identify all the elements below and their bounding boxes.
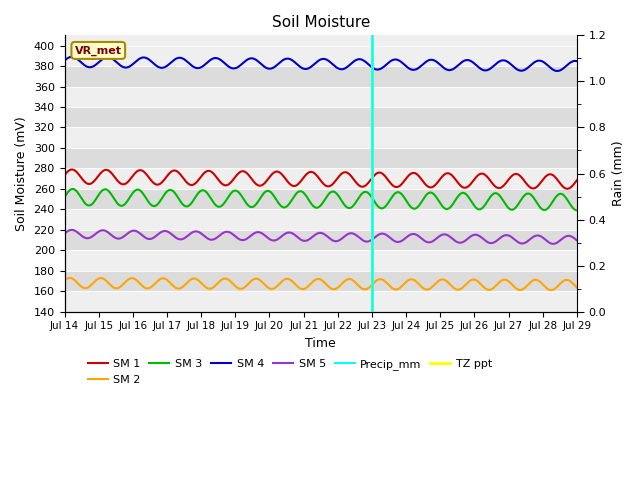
SM 1 — [564, 186, 572, 192]
Bar — [65, 66, 577, 86]
SM 4 — [310, 61, 317, 67]
Bar — [65, 107, 577, 128]
SM 3 — [69, 186, 77, 192]
SM 2 — [66, 275, 74, 281]
Y-axis label: Rain (mm): Rain (mm) — [612, 141, 625, 206]
SM 1 — [559, 183, 566, 189]
SM 5 — [549, 241, 557, 247]
SM 1 — [558, 183, 566, 189]
Bar — [65, 148, 577, 168]
SM 5 — [573, 238, 580, 243]
SM 4 — [296, 64, 304, 70]
SM 2 — [61, 278, 68, 284]
SM 3 — [573, 207, 580, 213]
SM 1 — [87, 180, 95, 186]
SM 4 — [465, 57, 472, 63]
Bar — [65, 291, 577, 312]
SM 4 — [559, 66, 566, 72]
SM 2 — [559, 279, 566, 285]
Bar — [65, 209, 577, 230]
Line: SM 1: SM 1 — [65, 169, 577, 189]
SM 3 — [465, 194, 472, 200]
Bar — [65, 230, 577, 250]
Title: Soil Moisture: Soil Moisture — [271, 15, 370, 30]
Bar — [65, 86, 577, 107]
Text: VR_met: VR_met — [75, 45, 122, 56]
SM 3 — [559, 192, 566, 197]
SM 5 — [465, 235, 472, 241]
SM 1 — [310, 170, 317, 176]
SM 3 — [61, 194, 68, 200]
Line: SM 3: SM 3 — [65, 189, 577, 210]
Bar — [65, 128, 577, 148]
X-axis label: Time: Time — [305, 337, 336, 350]
Line: SM 2: SM 2 — [65, 278, 577, 290]
SM 5 — [87, 234, 95, 240]
SM 3 — [310, 204, 317, 209]
SM 1 — [61, 172, 68, 178]
SM 2 — [87, 282, 95, 288]
SM 5 — [61, 230, 68, 236]
SM 5 — [68, 227, 76, 233]
SM 5 — [559, 236, 566, 241]
SM 4 — [68, 54, 76, 60]
SM 3 — [87, 202, 95, 208]
SM 4 — [559, 66, 566, 72]
SM 3 — [296, 188, 304, 194]
SM 4 — [554, 68, 561, 74]
SM 5 — [559, 236, 566, 241]
SM 2 — [559, 279, 566, 285]
Y-axis label: Soil Moisture (mV): Soil Moisture (mV) — [15, 116, 28, 231]
SM 2 — [573, 285, 580, 290]
SM 4 — [573, 58, 580, 64]
Line: SM 5: SM 5 — [65, 230, 577, 244]
SM 5 — [296, 237, 304, 242]
SM 2 — [310, 278, 317, 284]
SM 1 — [296, 179, 304, 185]
SM 3 — [558, 191, 566, 197]
SM 1 — [573, 178, 580, 183]
SM 2 — [547, 287, 555, 293]
Bar — [65, 46, 577, 66]
SM 4 — [61, 58, 68, 63]
Bar — [65, 189, 577, 209]
Bar — [65, 168, 577, 189]
SM 1 — [68, 167, 76, 172]
Line: SM 4: SM 4 — [65, 57, 577, 71]
Bar — [65, 250, 577, 271]
Bar — [65, 271, 577, 291]
SM 2 — [465, 279, 472, 285]
SM 4 — [87, 64, 95, 70]
SM 1 — [465, 183, 472, 189]
Legend: SM 1, SM 2, SM 3, SM 4, SM 5, Precip_mm, TZ ppt: SM 1, SM 2, SM 3, SM 4, SM 5, Precip_mm,… — [83, 355, 497, 389]
SM 5 — [310, 233, 317, 239]
SM 2 — [296, 286, 304, 291]
